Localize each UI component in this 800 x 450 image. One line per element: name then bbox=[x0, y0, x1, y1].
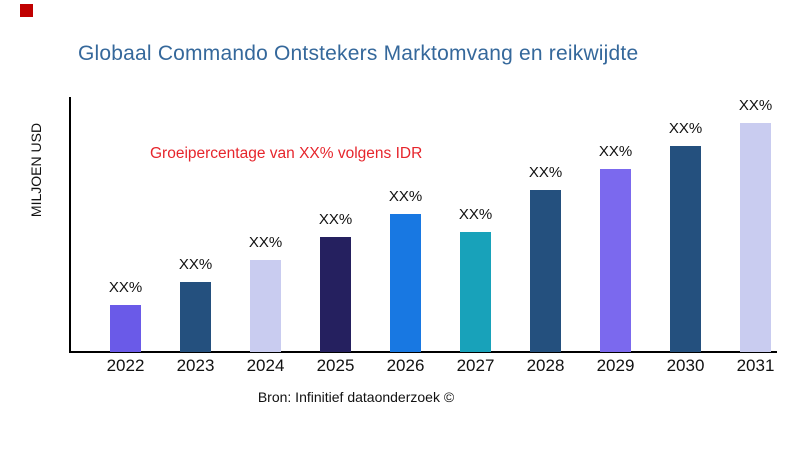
growth-annotation: Groeipercentage van XX% volgens IDR bbox=[150, 145, 423, 162]
logo-mark bbox=[20, 4, 33, 17]
x-tick-label-2030: 2030 bbox=[666, 356, 705, 375]
y-axis-line bbox=[69, 97, 71, 353]
bar-value-label-2026: XX% bbox=[388, 188, 423, 205]
bar-value-label-2025: XX% bbox=[318, 211, 353, 228]
bar-value-label-2028: XX% bbox=[528, 164, 563, 181]
bar-value-label-2031: XX% bbox=[738, 97, 773, 114]
x-tick-label-2031: 2031 bbox=[736, 356, 775, 375]
bar-2023 bbox=[180, 282, 211, 352]
x-tick-label-2024: 2024 bbox=[246, 356, 285, 375]
bar-value-label-2030: XX% bbox=[668, 120, 703, 137]
bar-2022 bbox=[110, 305, 141, 352]
source-attribution: Bron: Infinitief dataonderzoek © bbox=[257, 389, 455, 405]
bar-2028 bbox=[530, 190, 561, 352]
x-tick-label-2022: 2022 bbox=[106, 356, 145, 375]
bar-value-label-2023: XX% bbox=[178, 256, 213, 273]
bar-2024 bbox=[250, 260, 281, 352]
bar-2025 bbox=[320, 237, 351, 352]
chart-title: Globaal Commando Ontstekers Marktomvang … bbox=[78, 42, 639, 65]
x-tick-label-2025: 2025 bbox=[316, 356, 355, 375]
bar-2031 bbox=[740, 123, 771, 352]
bar-2029 bbox=[600, 169, 631, 352]
x-tick-label-2026: 2026 bbox=[386, 356, 425, 375]
bar-2030 bbox=[670, 146, 701, 352]
x-tick-label-2028: 2028 bbox=[526, 356, 565, 375]
bar-value-label-2029: XX% bbox=[598, 143, 633, 160]
x-tick-label-2029: 2029 bbox=[596, 356, 635, 375]
bar-value-label-2022: XX% bbox=[108, 279, 143, 296]
x-tick-label-2027: 2027 bbox=[456, 356, 495, 375]
bar-value-label-2024: XX% bbox=[248, 234, 283, 251]
y-axis-title: MILJOEN USD bbox=[28, 122, 44, 218]
bar-value-label-2027: XX% bbox=[458, 206, 493, 223]
x-tick-label-2023: 2023 bbox=[176, 356, 215, 375]
x-axis-line bbox=[69, 351, 777, 353]
bar-2027 bbox=[460, 232, 491, 352]
bar-2026 bbox=[390, 214, 421, 352]
